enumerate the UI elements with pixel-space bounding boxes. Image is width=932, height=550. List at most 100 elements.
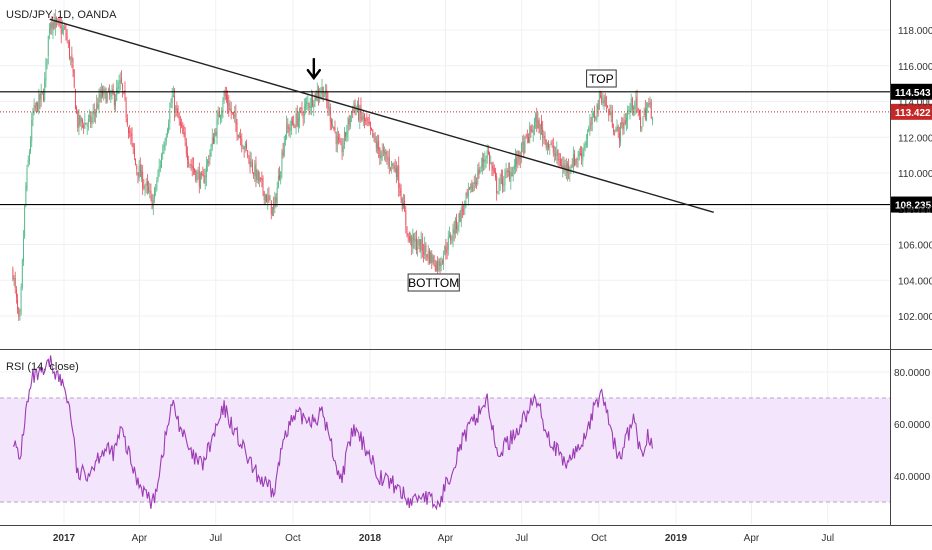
candle <box>628 105 630 115</box>
candle <box>480 157 482 173</box>
candle <box>99 86 101 103</box>
candle <box>240 128 242 146</box>
rsi-axis-tick: 40.0000 <box>894 472 931 483</box>
candle <box>138 159 140 182</box>
time-axis-tick: Oct <box>285 533 301 544</box>
candle <box>355 105 357 116</box>
candle <box>585 134 587 149</box>
candle <box>648 98 650 108</box>
candle <box>150 183 152 202</box>
candle <box>457 222 459 236</box>
candle <box>365 117 367 125</box>
candle <box>417 239 419 257</box>
candle <box>196 169 198 184</box>
candle <box>184 126 186 147</box>
candle <box>476 177 478 189</box>
candle <box>321 79 323 101</box>
price-axis-tick: 112.000 <box>898 133 932 144</box>
candle <box>198 162 200 194</box>
candle <box>44 72 46 103</box>
candle <box>177 105 179 119</box>
candle <box>135 158 137 166</box>
candle <box>154 186 155 204</box>
candle <box>72 57 74 77</box>
candle <box>106 91 108 104</box>
candle <box>204 168 206 190</box>
candle <box>384 146 386 161</box>
bottom-annotation[interactable]: BOTTOM <box>407 273 460 292</box>
candle <box>477 163 479 186</box>
candle <box>171 88 173 109</box>
candle <box>509 162 511 182</box>
candle <box>541 114 542 135</box>
candle <box>550 140 552 146</box>
candle <box>148 180 150 194</box>
candle <box>532 125 534 142</box>
candle <box>647 102 649 114</box>
candle <box>420 231 422 259</box>
candle <box>382 143 384 157</box>
time-axis-tick: Jul <box>209 533 222 544</box>
time-axis-tick: 2017 <box>53 533 76 544</box>
candle <box>614 129 616 136</box>
candle <box>444 245 446 256</box>
candle <box>428 248 430 265</box>
candle <box>581 146 583 165</box>
candle <box>440 256 442 272</box>
candle <box>496 172 498 201</box>
candle <box>410 232 411 246</box>
candle <box>200 171 201 190</box>
candle <box>205 156 207 187</box>
candle <box>267 188 269 210</box>
candle <box>98 88 100 114</box>
candle <box>14 271 16 294</box>
candle <box>530 124 532 138</box>
candle <box>590 116 592 132</box>
candle <box>516 150 518 172</box>
candle <box>371 127 373 131</box>
candle <box>221 107 223 123</box>
candle <box>307 95 309 111</box>
candle <box>333 126 335 131</box>
candle <box>79 114 81 127</box>
candle <box>34 102 36 112</box>
candle <box>404 194 406 212</box>
top-annotation[interactable]: TOP <box>586 69 617 88</box>
candle <box>393 161 395 172</box>
candle <box>595 115 597 122</box>
candle <box>255 156 257 188</box>
candle <box>447 230 449 256</box>
candle <box>361 111 363 122</box>
candle <box>545 139 547 151</box>
candle <box>503 175 505 192</box>
candle <box>377 134 378 154</box>
candle <box>626 112 627 131</box>
candle <box>558 152 560 167</box>
candle <box>328 100 330 116</box>
candle <box>281 148 283 179</box>
candle <box>318 85 319 106</box>
candle <box>478 162 480 179</box>
candle <box>210 143 212 157</box>
candle <box>596 103 598 123</box>
candle <box>131 127 133 147</box>
trendline[interactable] <box>49 18 714 213</box>
candle <box>257 170 259 185</box>
arrow-down-icon[interactable] <box>306 58 322 81</box>
candle <box>306 96 308 111</box>
candle <box>209 149 211 166</box>
candle <box>276 181 278 207</box>
candle <box>250 152 252 168</box>
candle <box>326 84 328 109</box>
candle <box>379 147 381 166</box>
candle <box>602 92 604 107</box>
candle <box>490 155 492 165</box>
candle <box>491 161 493 176</box>
candle <box>587 129 588 148</box>
candle <box>641 126 643 133</box>
candle <box>90 111 92 128</box>
candle <box>95 108 96 124</box>
candle <box>179 115 181 134</box>
candle <box>528 133 529 144</box>
